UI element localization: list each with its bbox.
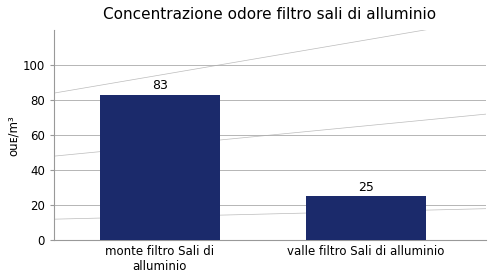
- Y-axis label: ouᴇ/m³: ouᴇ/m³: [7, 115, 20, 155]
- Text: 25: 25: [358, 181, 374, 194]
- Title: Concentrazione odore filtro sali di alluminio: Concentrazione odore filtro sali di allu…: [104, 7, 437, 22]
- Bar: [306, 196, 426, 240]
- Bar: [100, 95, 219, 240]
- Text: 83: 83: [152, 79, 168, 92]
